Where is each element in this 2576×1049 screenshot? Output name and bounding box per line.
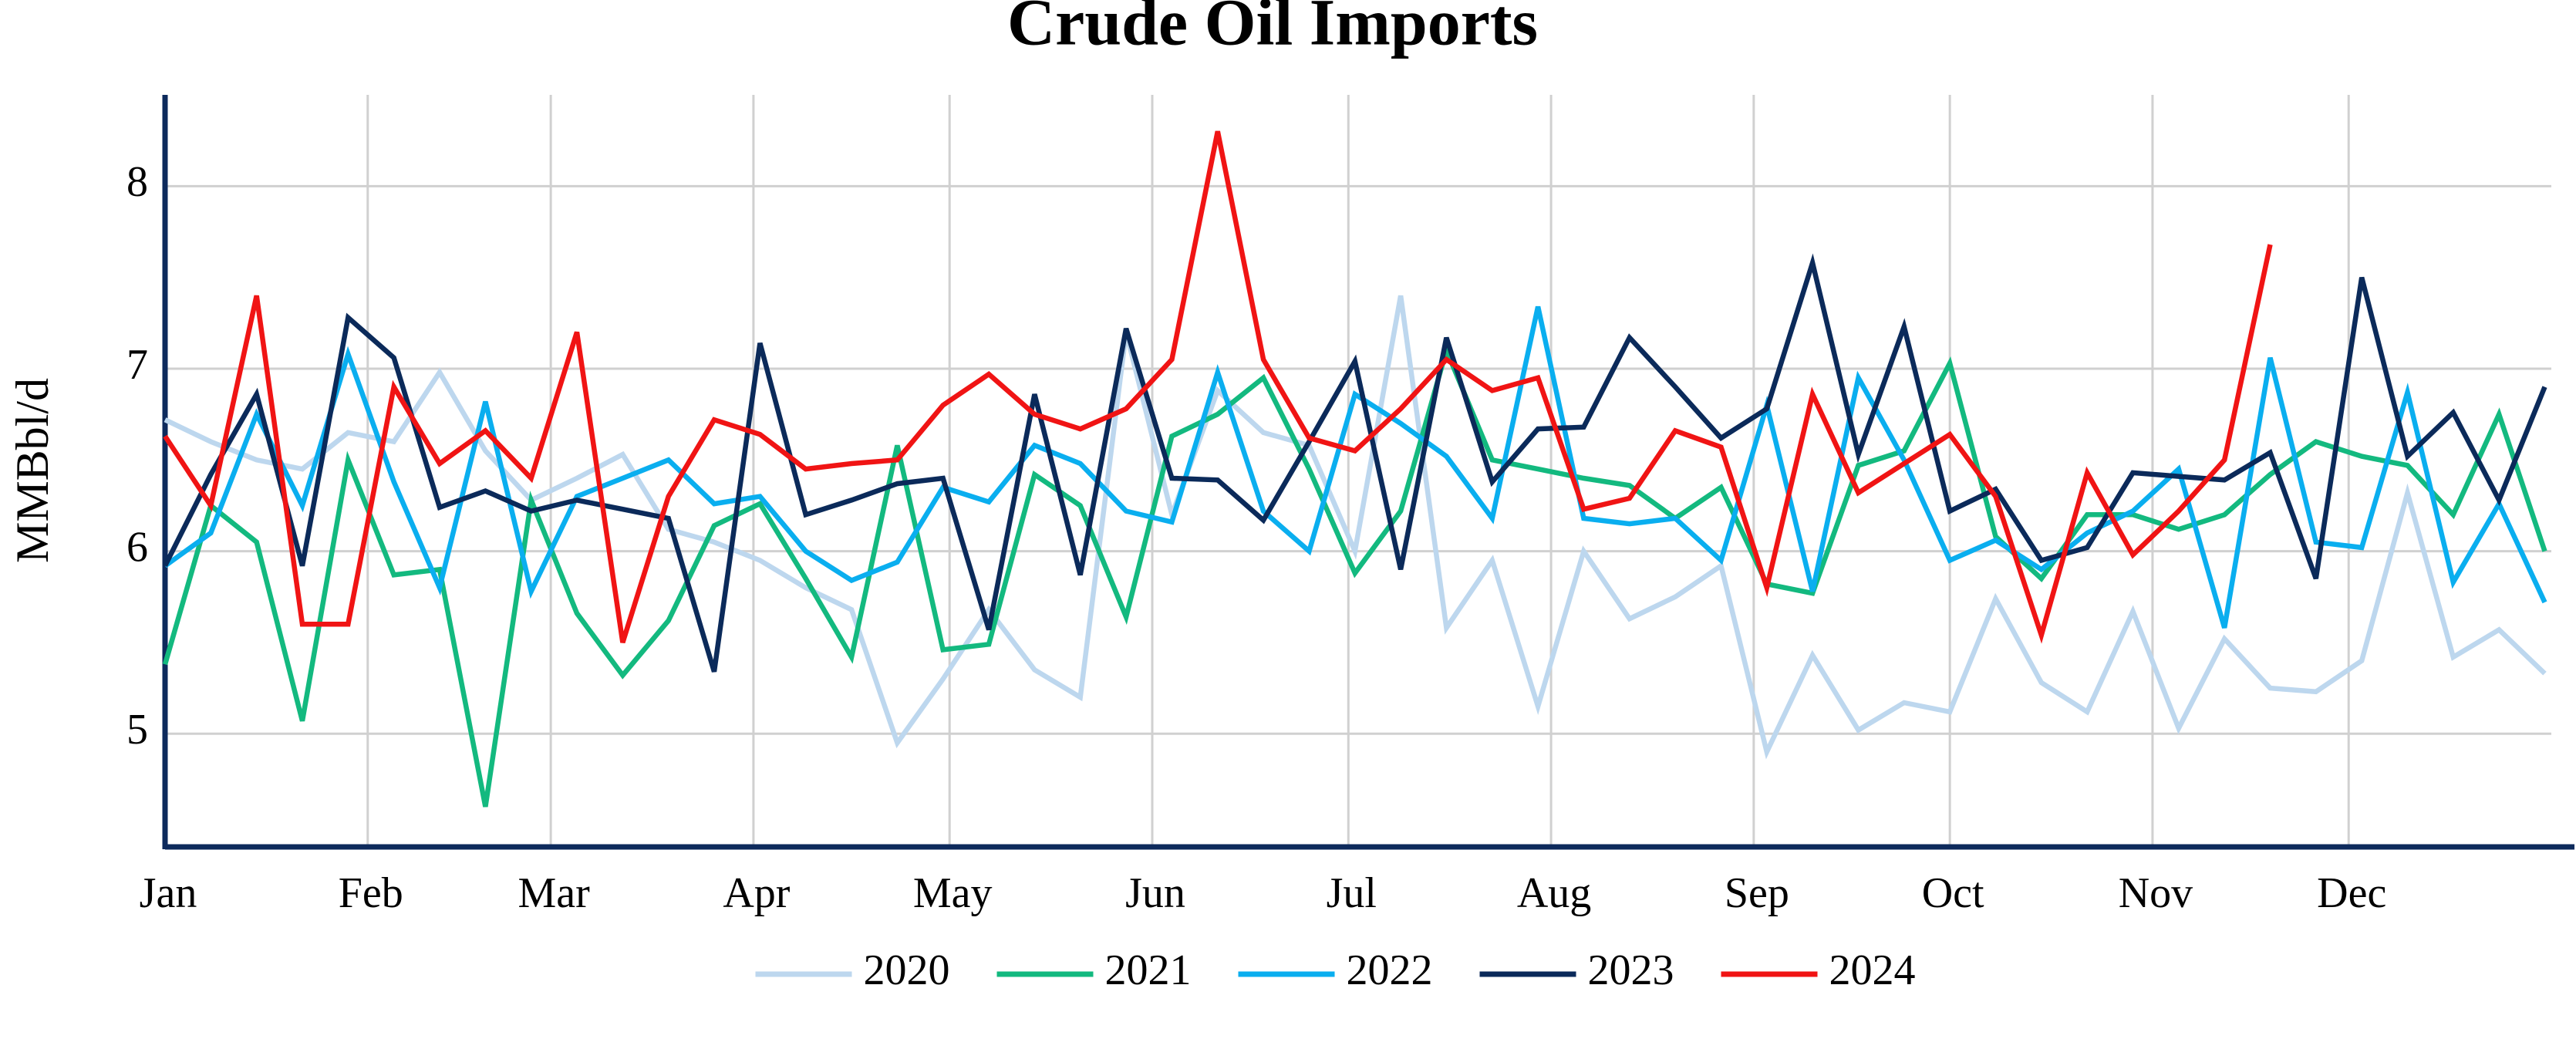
y-axis-label: MMBbl/d	[7, 378, 58, 563]
legend-label: 2022	[1347, 946, 1433, 994]
y-tick-label: 7	[126, 341, 148, 389]
series-line	[163, 130, 2273, 644]
legend-label: 2021	[1105, 946, 1192, 994]
x-tick-label: May	[913, 869, 993, 917]
x-tick-label: Mar	[518, 869, 590, 917]
legend-label: 2023	[1588, 946, 1674, 994]
series-line	[164, 295, 2547, 760]
y-tick-label: 6	[126, 523, 148, 571]
chart-title: Crude Oil Imports	[1007, 0, 1538, 59]
x-tick-label: Sep	[1725, 869, 1789, 917]
legend-label: 2024	[1829, 946, 1916, 994]
legend-label: 2020	[864, 946, 950, 994]
x-tick-label: Nov	[2119, 869, 2193, 917]
x-tick-label: Oct	[1922, 869, 1984, 917]
x-tick-label: Jan	[140, 869, 197, 917]
x-tick-label: Jun	[1125, 869, 1185, 917]
series-line	[162, 342, 2547, 808]
x-tick-label: Feb	[339, 869, 403, 917]
x-tick-label: Jul	[1327, 869, 1377, 917]
x-tick-label: Aug	[1517, 869, 1591, 917]
x-tick-label: Apr	[723, 869, 790, 917]
x-tick-label: Dec	[2317, 869, 2386, 917]
y-tick-label: 5	[126, 706, 148, 754]
y-tick-label: 8	[126, 158, 148, 206]
series-line	[163, 253, 2547, 673]
series-line	[164, 305, 2547, 629]
